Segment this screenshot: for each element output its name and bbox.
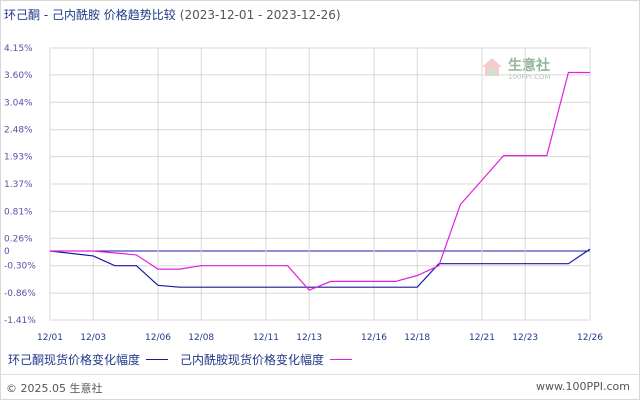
watermark-domain: 100PPI.COM: [508, 73, 551, 81]
y-tick-label: -0.30%: [4, 262, 36, 272]
y-tick-label: 0.81%: [4, 207, 33, 217]
x-tick-label: 12/11: [253, 333, 279, 343]
chart-legend: 环己酮现货价格变化幅度 己内酰胺现货价格变化幅度: [8, 351, 364, 368]
chart-title: 环己酮 - 己内酰胺 价格趋势比较 (2023-12-01 - 2023-12-2…: [4, 6, 341, 23]
house-logo-icon: [482, 58, 502, 76]
legend-item-series-2: 己内酰胺现货价格变化幅度: [180, 351, 353, 368]
y-tick-label: 3.60%: [4, 71, 33, 81]
legend-swatch-series-2: [330, 359, 353, 360]
footer-copyright: © 2025.05 生意社: [6, 382, 103, 395]
x-tick-label: 12/23: [512, 333, 538, 343]
y-tick-label: -1.41%: [4, 316, 36, 326]
series-line-1: [49, 248, 591, 288]
footer: © 2025.05 生意社 www.100PPI.com: [0, 374, 638, 399]
y-tick-label: 4.15%: [4, 44, 33, 54]
y-tick-label: 1.93%: [4, 153, 33, 163]
y-tick-label: 0.26%: [4, 234, 33, 244]
x-tick-label: 12/21: [469, 333, 495, 343]
y-tick-label: 0: [4, 247, 10, 257]
chart-title-text: 环己酮 - 己内酰胺 价格趋势比较: [4, 8, 176, 22]
y-tick-label: 1.37%: [4, 180, 33, 190]
legend-swatch-series-1: [146, 359, 169, 360]
x-tick-label: 12/13: [296, 333, 322, 343]
series-line-2: [50, 71, 590, 291]
watermark-logo: 生意社 100PPI.COM: [480, 55, 551, 83]
watermark-brand: 生意社: [508, 58, 550, 74]
legend-label-series-2: 己内酰胺现货价格变化幅度: [180, 353, 325, 367]
legend-item-series-1: 环己酮现货价格变化幅度: [8, 351, 169, 368]
x-tick-label: 12/26: [577, 333, 603, 343]
chart-date-range: (2023-12-01 - 2023-12-26): [179, 8, 341, 22]
x-tick-label: 12/16: [361, 333, 387, 343]
y-tick-label: 2.48%: [4, 126, 33, 136]
y-tick-label: 3.04%: [4, 98, 33, 108]
x-tick-label: 12/18: [404, 333, 430, 343]
line-chart: 4.15% 3.60% 3.04% 2.48% 1.93% 1.37% 0.81% 0.26%…: [4, 44, 603, 343]
x-tick-label: 12/03: [80, 333, 106, 343]
footer-url[interactable]: www.100PPI.com: [536, 380, 630, 393]
legend-label-series-1: 环己酮现货价格变化幅度: [8, 353, 141, 367]
x-tick-label: 12/08: [188, 333, 214, 343]
y-tick-label: -0.86%: [4, 289, 36, 299]
x-tick-label: 12/06: [145, 333, 171, 343]
x-tick-label: 12/01: [37, 333, 63, 343]
